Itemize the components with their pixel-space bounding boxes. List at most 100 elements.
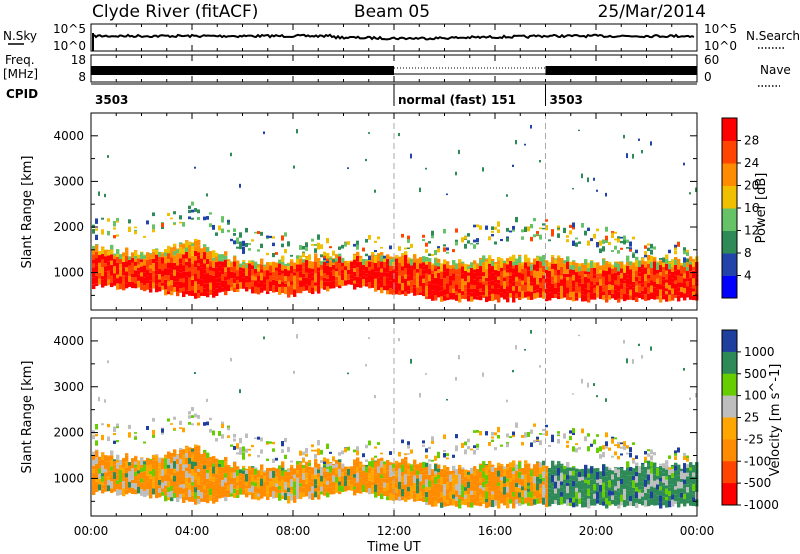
echo-cell: [206, 478, 210, 483]
echo-cell: [332, 280, 336, 285]
echo-cell: [206, 283, 210, 288]
echo-cell: [599, 471, 603, 476]
echo-cell: [248, 276, 252, 283]
echo-cell: [410, 258, 414, 260]
echo-cell: [353, 271, 357, 277]
echo-cell: [347, 475, 351, 481]
echo-cell: [350, 484, 354, 491]
cpid-change-markers: [393, 113, 546, 516]
echo-cell: [275, 473, 279, 477]
echo-cell: [98, 478, 102, 485]
echo-cell: [179, 452, 183, 459]
echo-cell: [203, 273, 207, 280]
echo-cell: [344, 476, 348, 481]
echo-cell: [329, 281, 333, 289]
echo-cell: [506, 272, 510, 276]
echo-cell: [668, 261, 672, 263]
echo-cell: [206, 452, 210, 458]
echo-cell: [368, 488, 372, 495]
echo-cell: [152, 457, 156, 461]
echo-cell: [662, 266, 666, 271]
echo-cell: [209, 476, 213, 481]
echo-cell: [182, 476, 186, 485]
echo-cell: [179, 420, 182, 425]
echo-cell: [665, 288, 669, 292]
echo-cell: [632, 493, 636, 499]
echo-cell: [116, 426, 119, 429]
echo-cell: [401, 439, 404, 444]
echo-cell: [584, 470, 588, 478]
echo-cell: [458, 262, 462, 269]
echo-cell: [104, 469, 108, 473]
echo-cell: [476, 429, 479, 433]
xaxis-tick-label: 00:00: [680, 524, 715, 538]
echo-cell: [215, 262, 219, 268]
echo-cell: [422, 282, 426, 291]
echo-cell: [149, 280, 153, 284]
echo-cell: [602, 264, 606, 271]
echo-cell: [521, 497, 525, 501]
echo-cell: [497, 264, 501, 271]
echo-cell: [527, 279, 531, 283]
echo-cell: [542, 460, 546, 466]
echo-cell: [221, 261, 225, 268]
echo-cell: [461, 291, 465, 296]
echo-cell: [641, 470, 645, 474]
echo-cell: [197, 414, 200, 419]
echo-cell: [332, 269, 336, 276]
echo-cell: [368, 267, 372, 271]
echo-cell: [155, 455, 159, 461]
echo-cell: [188, 467, 192, 474]
echo-cell: [596, 228, 599, 232]
echo-cell: [152, 254, 156, 259]
echo-cell: [371, 481, 375, 486]
echo-cell: [230, 467, 234, 473]
echo-cell: [662, 279, 666, 286]
echo-cell: [425, 502, 429, 506]
echo-cell: [647, 499, 651, 507]
echo-cell: [236, 246, 239, 249]
echo-cell: [566, 475, 570, 480]
echo-cell: [626, 265, 630, 270]
echo-cell: [95, 283, 99, 287]
echo-cell: [590, 267, 594, 275]
echo-cell: [647, 274, 651, 279]
echo-cell: [287, 263, 291, 267]
echo-cell: [407, 290, 411, 294]
echo-cell: [692, 464, 696, 468]
echo-cell: [539, 287, 543, 295]
echo-cell: [494, 262, 498, 264]
echo-cell: [629, 501, 633, 506]
echo-cell: [383, 491, 387, 497]
echo-cell: [683, 247, 686, 251]
echo-cell: [206, 246, 210, 253]
echo-cell: [539, 159, 541, 163]
echo-cell: [617, 271, 621, 276]
echo-cell: [512, 479, 516, 487]
echo-cell: [179, 478, 183, 485]
echo-cell: [551, 283, 555, 290]
echo-cell: [188, 290, 192, 296]
echo-cell: [425, 373, 427, 375]
echo-cell: [224, 496, 228, 502]
echo-cell: [314, 459, 318, 462]
echo-cell: [527, 491, 531, 498]
echo-cell: [215, 494, 219, 502]
echo-cell: [149, 458, 153, 460]
echo-cell: [287, 262, 291, 264]
echo-cell: [569, 482, 573, 491]
echo-cell: [380, 467, 384, 475]
echo-cell: [380, 246, 383, 249]
echo-cell: [248, 269, 252, 277]
echo-cell: [644, 280, 648, 288]
echo-cell: [143, 464, 147, 472]
echo-cell: [668, 274, 672, 279]
echo-cell: [677, 295, 681, 302]
echo-cell: [236, 279, 240, 284]
echo-cell: [101, 259, 105, 268]
echo-cell: [482, 291, 486, 296]
echo-cell: [365, 364, 367, 367]
echo-cell: [404, 291, 408, 296]
echo-cell: [374, 484, 378, 493]
echo-cell: [623, 443, 626, 449]
